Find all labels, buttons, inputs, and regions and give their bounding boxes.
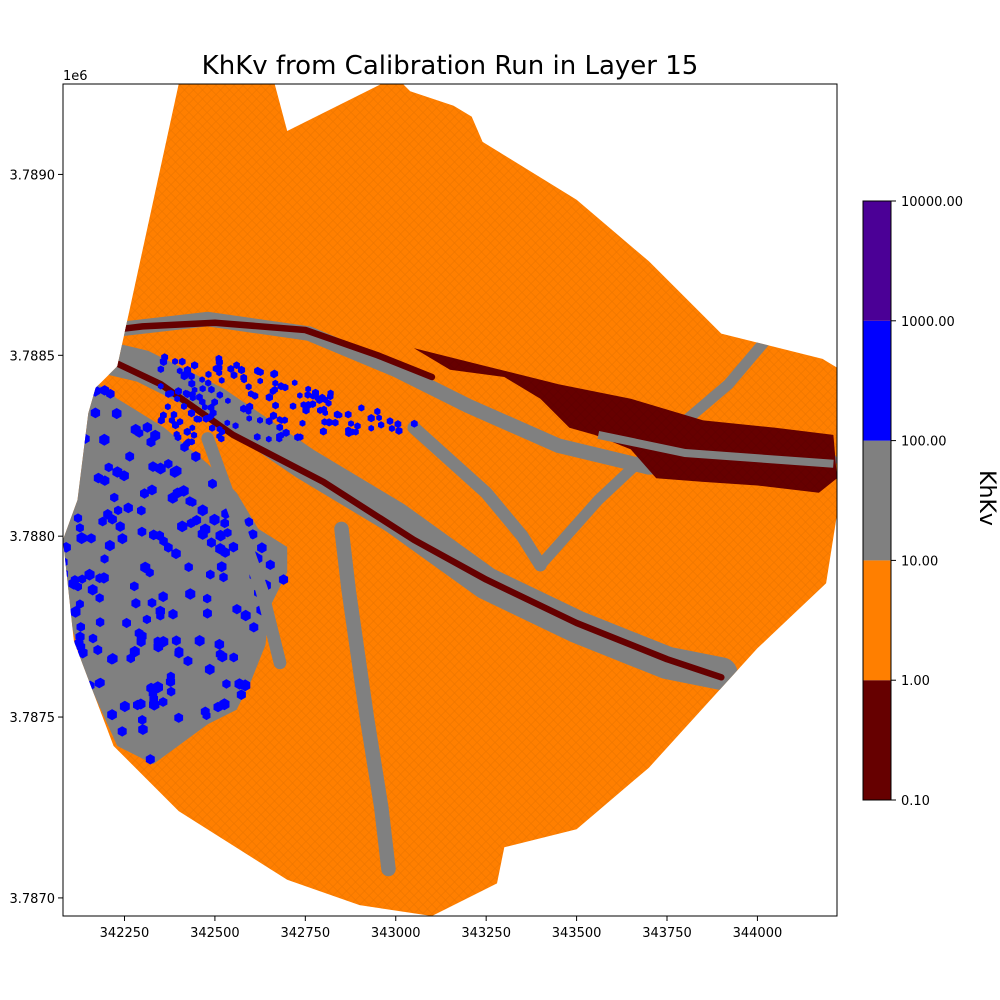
colorbar-tick-label: 100.00	[901, 435, 947, 450]
x-tick-label: 343250	[461, 926, 511, 941]
channel-1	[64, 335, 738, 690]
north-blue-scatter	[157, 353, 418, 448]
channel-3	[334, 521, 396, 877]
low-value-bands	[77, 319, 725, 681]
colorbar-bin-5	[863, 201, 891, 321]
colorbar-label: KhKv	[974, 470, 999, 526]
colorbar-frame	[862, 200, 892, 801]
colorbar-bin-2	[863, 560, 891, 681]
y-tick-label: 3.7885	[10, 349, 56, 364]
west-mixed-zone	[63, 377, 289, 765]
colorbar-bin-1	[863, 680, 891, 800]
y-offset-label: 1e6	[63, 69, 88, 84]
low-band-2	[77, 319, 436, 381]
y-tick-label: 3.7880	[10, 530, 56, 545]
colorbar-tick-label: 1.00	[901, 674, 930, 689]
x-tick-label: 342250	[100, 926, 150, 941]
y-axis: 3.7870 3.7875 3.7880 3.7885 3.7890	[10, 168, 63, 907]
low-band-1	[81, 344, 725, 681]
east-zone-channel	[597, 430, 834, 468]
x-tick-label: 342500	[190, 926, 240, 941]
x-axis: 342250 342500 342750 343000 343250 343500 3437…	[100, 916, 783, 941]
domain-region	[63, 84, 837, 916]
colorbar-tick-label: 10.00	[901, 554, 938, 569]
west-zone-blue-cells	[63, 385, 289, 765]
y-tick-label: 3.7870	[10, 892, 56, 907]
x-tick-label: 343750	[642, 926, 692, 941]
colorbar-bin-4	[863, 320, 891, 441]
east-low-zone	[413, 348, 837, 493]
y-tick-label: 3.7890	[10, 168, 56, 183]
chart-title: KhKv from Calibration Run in Layer 15	[202, 51, 699, 81]
plot-area	[63, 84, 837, 916]
y-tick-label: 3.7875	[10, 711, 56, 726]
x-tick-label: 344000	[733, 926, 783, 941]
channel-6	[201, 432, 287, 670]
colorbar: 0.10 1.00 10.00 100.00 1000.00 10000.00	[862, 195, 963, 809]
north-blue-cells	[157, 353, 418, 448]
colorbar-tick-label: 1000.00	[901, 315, 955, 330]
colorbar-tick-label: 0.10	[901, 794, 930, 809]
plot-frame	[62, 83, 838, 917]
domain-mesh	[63, 84, 837, 916]
x-tick-label: 343500	[552, 926, 602, 941]
channel-4	[407, 421, 547, 572]
colorbar-tick-label: 10000.00	[901, 195, 963, 210]
colorbar-bin-3	[863, 440, 891, 561]
x-tick-label: 342750	[281, 926, 331, 941]
x-tick-label: 343000	[371, 926, 421, 941]
